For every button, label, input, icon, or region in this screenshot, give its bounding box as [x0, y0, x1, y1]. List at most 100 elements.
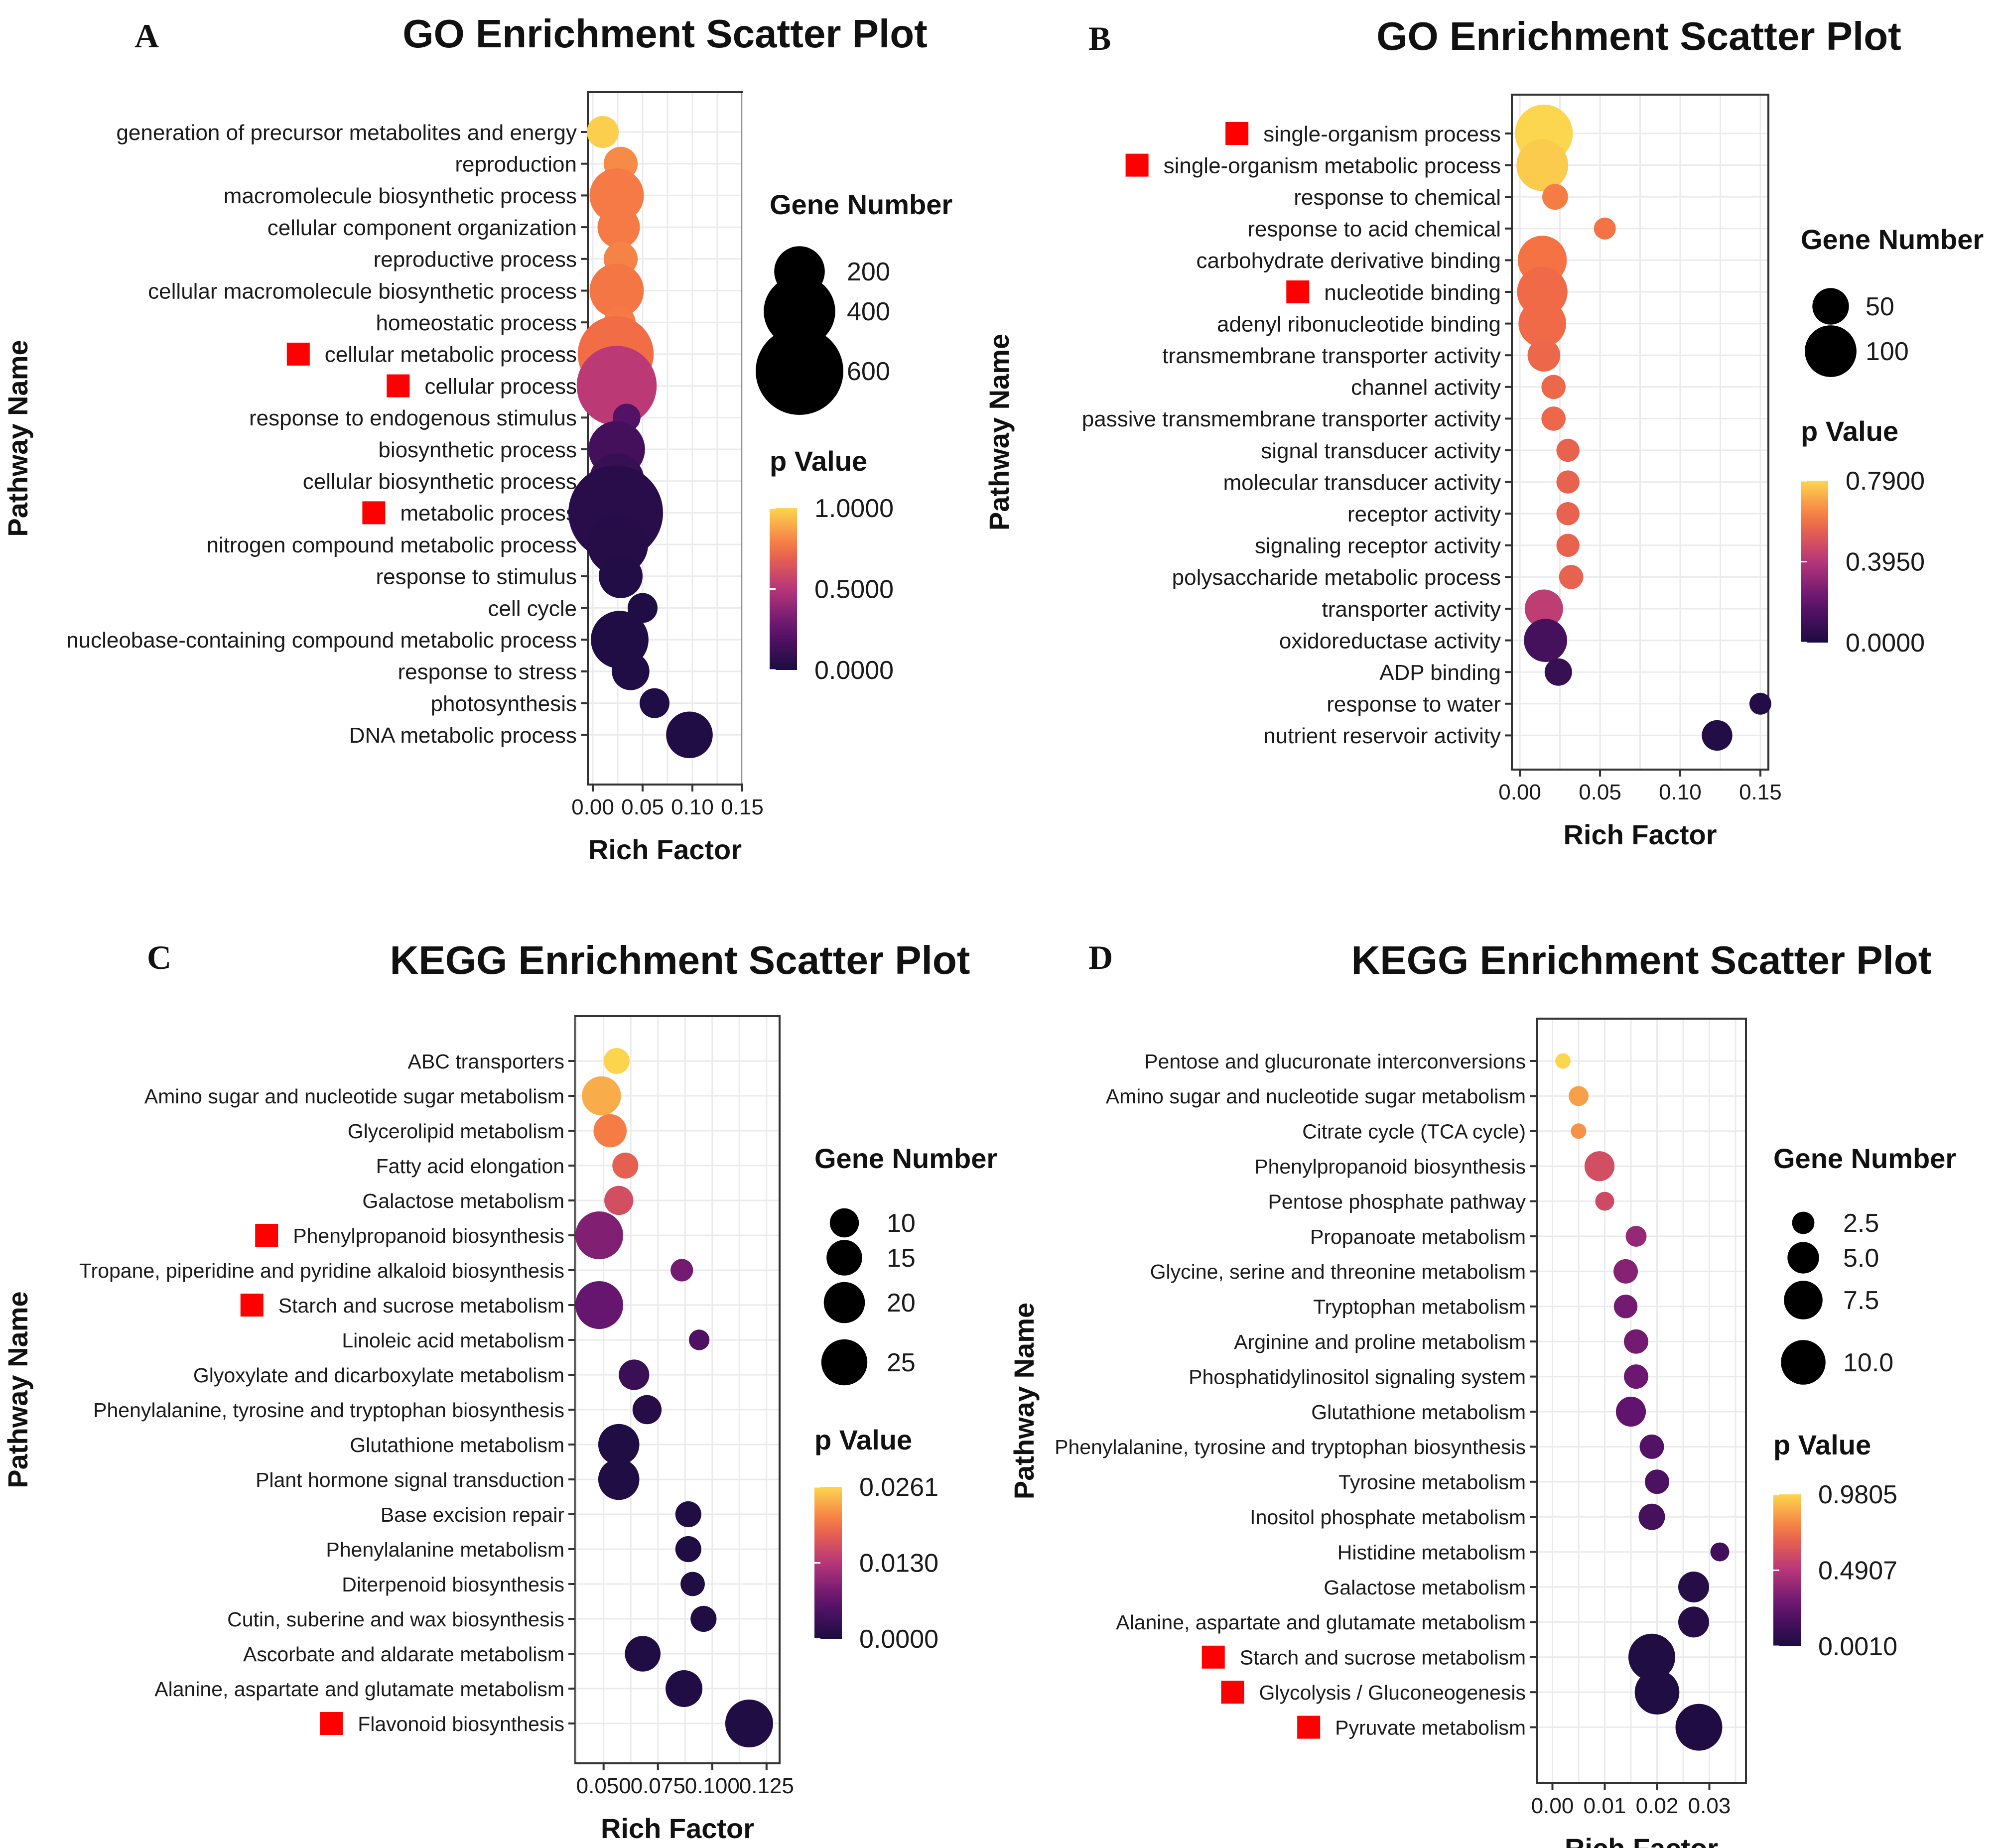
data-point [1524, 589, 1563, 628]
category-label: macromolecule biosynthetic process [224, 184, 577, 208]
data-point [666, 1670, 703, 1707]
size-legend-label: 200 [847, 258, 890, 286]
category-label: DNA metabolic process [349, 723, 577, 748]
category-label: Arginine and proline metabolism [1234, 1330, 1526, 1353]
data-point [1524, 619, 1567, 662]
category-label: generation of precursor metabolites and … [116, 121, 577, 145]
category-label: Glyoxylate and dicarboxylate metabolism [193, 1364, 564, 1387]
category-label: response to chemical [1294, 185, 1501, 210]
category-label: Phenylpropanoid biosynthesis [1254, 1155, 1526, 1178]
data-point [598, 1424, 640, 1465]
data-point [604, 1186, 634, 1215]
panel-letter: B [1088, 19, 1111, 57]
x-tick-label: 0.05 [1579, 780, 1621, 804]
size-legend-label: 7.5 [1843, 1286, 1879, 1315]
category-label: channel activity [1351, 376, 1501, 400]
data-point [1556, 438, 1580, 462]
color-legend-label: 0.4907 [1818, 1557, 1897, 1585]
data-point [632, 1395, 662, 1425]
data-point [1710, 1542, 1730, 1562]
category-label: Tryptophan metabolism [1313, 1296, 1526, 1319]
category-label: Base excision repair [381, 1503, 564, 1526]
category-label: Starch and sucrose metabolism [1240, 1646, 1526, 1669]
color-legend-label: 0.0000 [1846, 629, 1925, 658]
category-label: Tropane, piperidine and pyridine alkaloi… [79, 1259, 564, 1282]
highlight-marker [387, 374, 410, 397]
color-legend-label: 0.0130 [859, 1549, 938, 1578]
category-label: Galactose metabolism [1324, 1576, 1526, 1599]
category-label: Plant hormone signal transduction [256, 1468, 564, 1491]
x-tick-label: 0.00 [1531, 1794, 1574, 1818]
panel-letter: D [1088, 938, 1113, 976]
size-legend-label: 100 [1866, 337, 1909, 366]
size-legend-label: 10 [887, 1209, 916, 1238]
data-point [1584, 1151, 1615, 1182]
y-axis-title: Pathway Name [1008, 1303, 1040, 1499]
x-tick-label: 0.15 [1739, 780, 1782, 804]
x-tick-label: 0.00 [1498, 780, 1541, 804]
data-point [612, 653, 650, 690]
color-legend-label: 0.0000 [859, 1625, 938, 1654]
data-point [1518, 299, 1566, 348]
highlight-marker [1125, 153, 1149, 177]
data-point [1678, 1606, 1709, 1638]
data-point [675, 1501, 701, 1528]
size-legend-label: 10.0 [1843, 1348, 1893, 1377]
data-point [1628, 1633, 1675, 1681]
y-axis-title: Pathway Name [983, 334, 1015, 530]
data-point [576, 346, 657, 426]
category-label: Propanoate metabolism [1310, 1225, 1526, 1248]
category-label: cellular component organization [267, 216, 577, 240]
category-label: polysaccharide metabolic process [1172, 565, 1501, 590]
data-point [1645, 1469, 1669, 1494]
category-label: Glycerolipid metabolism [348, 1120, 564, 1143]
data-point [599, 554, 643, 598]
data-point [589, 264, 644, 318]
category-label: Linoleic acid metabolism [342, 1329, 564, 1352]
size-legend-swatch [1805, 325, 1857, 377]
data-point [1749, 692, 1771, 715]
data-point [688, 1329, 710, 1350]
y-axis-title: Pathway Name [2, 1291, 33, 1488]
highlight-marker [286, 342, 310, 366]
category-label: nutrient reservoir activity [1263, 724, 1501, 748]
size-legend-swatch [1784, 1281, 1823, 1320]
category-label: Phenylpropanoid biosynthesis [293, 1224, 564, 1247]
x-axis-title: Rich Factor [601, 1813, 754, 1844]
category-label: Fatty acid elongation [376, 1155, 564, 1178]
category-label: adenyl ribonucleotide binding [1217, 312, 1501, 336]
category-label: Glutathione metabolism [1311, 1401, 1526, 1424]
size-legend-label: 5.0 [1843, 1244, 1879, 1273]
size-legend-label: 25 [887, 1348, 916, 1377]
color-legend-label: 0.9805 [1818, 1480, 1897, 1509]
category-label: Tyrosine metabolism [1338, 1471, 1526, 1494]
data-point [1555, 1053, 1571, 1069]
color-legend-label: 0.0261 [859, 1473, 938, 1502]
category-label: Glycolysis / Gluconeogenesis [1259, 1681, 1526, 1704]
category-label: Cutin, suberine and wax biosynthesis [227, 1608, 564, 1631]
color-legend-title: p Value [1773, 1429, 1871, 1460]
x-tick-label: 0.100 [685, 1774, 740, 1798]
color-legend-label: 0.0010 [1818, 1632, 1897, 1661]
category-label: Alanine, aspartate and glutamate metabol… [154, 1678, 564, 1701]
data-point [1613, 1259, 1638, 1284]
data-point [1625, 1226, 1647, 1247]
category-label: transmembrane transporter activity [1162, 344, 1501, 368]
category-label: ADP binding [1379, 660, 1501, 685]
data-point [675, 1536, 701, 1563]
chart-title: GO Enrichment Scatter Plot [1376, 14, 1901, 58]
category-label: cellular macromolecule biosynthetic proc… [148, 279, 577, 303]
color-legend-title: p Value [814, 1424, 912, 1455]
data-point [1544, 658, 1572, 686]
highlight-marker [1297, 1716, 1321, 1739]
data-point [1678, 1572, 1709, 1602]
category-label: Phosphatidylinositol signaling system [1189, 1365, 1526, 1388]
x-tick-label: 0.02 [1636, 1794, 1679, 1818]
highlight-marker [1286, 280, 1310, 303]
size-legend-swatch [829, 1208, 859, 1238]
y-axis-title: Pathway Name [2, 340, 33, 536]
category-label: Phenylalanine metabolism [326, 1538, 564, 1561]
x-tick-label: 0.10 [671, 795, 714, 819]
size-legend-swatch [1781, 1340, 1826, 1385]
category-label: oxidoreductase activity [1279, 629, 1501, 653]
